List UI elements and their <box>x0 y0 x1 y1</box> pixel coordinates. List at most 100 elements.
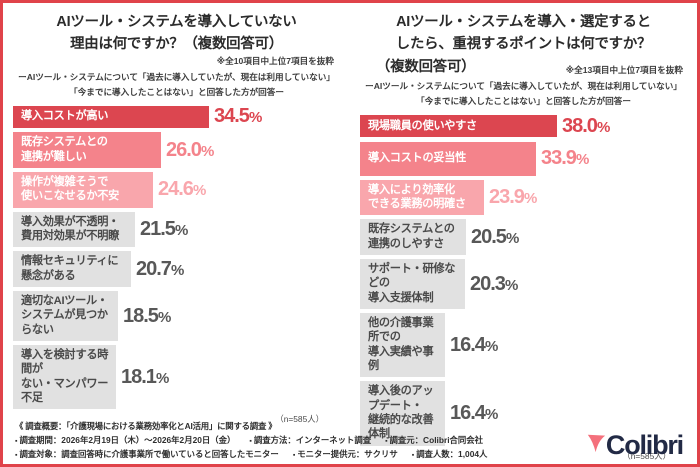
bar-label-line1: 導入により効率化 <box>368 183 455 196</box>
survey-target: 調査対象：調査回答時に介護事業所で働いていると回答したモニター <box>15 448 278 462</box>
bar-row: 既存システムとの 連携のしやすさ 20.5% <box>360 219 687 256</box>
right-sample-row: （n=585人） <box>360 450 687 464</box>
bar-value: 26.0% <box>166 138 214 161</box>
bar-segment: 既存システムとの 連携が難しい <box>13 132 161 169</box>
bar-row: 既存システムとの 連携が難しい 26.0% <box>13 132 340 169</box>
panel-reasons-not-adopting: AIツール・システムを導入していない 理由は何ですか？（複数回答可） ※全10項… <box>3 11 350 464</box>
bar-segment: 導入コストの妥当性 <box>360 141 536 176</box>
bar-label-line1: 導入後のアップデート・ <box>368 385 434 412</box>
bar-segment: 導入後のアップデート・ 継続的な改善体制 <box>360 381 445 446</box>
survey-line-1: 調査期間：2026年2月19日（木）〜2026年2月20日（金） 調査方法：イン… <box>15 434 487 448</box>
bar-row: 導入効果が不透明・ 費用対効果が不明瞭 21.5% <box>13 211 340 248</box>
bar-label-line1: 導入を検討する時間が <box>21 349 109 376</box>
left-subnote-line2: 「今までに導入したことはない」と回答した方が回答ー <box>69 86 284 97</box>
bar-value: 21.5% <box>140 218 188 241</box>
bar-label-line1: 導入効果が不透明・ <box>21 215 119 228</box>
left-title-line2: 理由は何ですか？（複数回答可） <box>70 36 283 53</box>
bar-label-line2: 使いこなせるか不安 <box>21 190 119 203</box>
bar-row: 操作が複雑そうで 使いこなせるか不安 24.6% <box>13 172 340 208</box>
survey-count: 調査人数：1,004人 <box>412 448 487 462</box>
bar-segment: 他の介護事業所での 導入実績や事例 <box>360 313 445 378</box>
bar-segment: 導入を検討する時間が ない・マンパワー不足 <box>13 345 116 410</box>
bar-row: 導入コストの妥当性 33.9% <box>360 141 687 176</box>
bar-value: 24.6% <box>158 178 206 201</box>
bar-label-line2: 連携のしやすさ <box>368 237 445 250</box>
logo-wordmark: Colibri <box>605 430 684 460</box>
bar-row: 情報セキュリティに 懸念がある 20.7% <box>13 251 340 288</box>
bar-value: 20.5% <box>471 225 519 248</box>
bar-value: 18.5% <box>123 304 171 327</box>
left-sample-row: （n=585人） <box>13 413 340 427</box>
bar-label-line1: 既存システムとの <box>368 223 455 236</box>
bar-value: 34.5% <box>214 105 262 128</box>
bar-label-line2: 導入実績や事例 <box>368 345 434 373</box>
right-bar-chart: 現場職員の使いやすさ 38.0% 導入コストの妥当性 33.9% 導入により効率… <box>360 115 687 446</box>
bar-row: 適切なAIツール・ システムが見つからない 18.5% <box>13 291 340 342</box>
bar-segment: サポート・研修などの 導入支援体制 <box>360 259 465 310</box>
bar-label-line2: システムが見つからない <box>21 309 108 336</box>
right-subnote-line1: ーAIツール・システムについて「過去に導入していたが、現在は利用していない」 <box>365 80 682 91</box>
survey-caption: 《 調査概要：「介護現場における業務効率化とAI活用」に関する調査 》 <box>15 421 277 432</box>
right-title-line3: （複数回答可） <box>376 58 476 75</box>
bar-label-line1: 情報セキュリティに <box>21 255 119 268</box>
bar-segment: 既存システムとの 連携のしやすさ <box>360 219 466 256</box>
bar-segment: 情報セキュリティに 懸念がある <box>13 251 131 288</box>
bar-value: 33.9% <box>541 147 589 170</box>
bar-label-line1: 適切なAIツール・ <box>21 295 108 308</box>
survey-footer: 《 調査概要：「介護現場における業務効率化とAI活用」に関する調査 》 調査期間… <box>3 420 697 462</box>
bar-value: 38.0% <box>562 114 610 137</box>
bar-segment: 操作が複雑そうで 使いこなせるか不安 <box>13 172 153 208</box>
bar-label-line1: サポート・研修などの <box>368 263 456 290</box>
survey-line-2: 調査対象：調査回答時に介護事業所で働いていると回答したモニター モニター提供元：… <box>15 448 487 462</box>
bar-label-line2: 連携が難しい <box>21 150 87 163</box>
left-subnote-line1: ーAIツール・システムについて「過去に導入していたが、現在は利用していない」 <box>18 71 335 82</box>
bar-label-line2: 導入支援体制 <box>368 291 434 304</box>
right-title-line1: AIツール・システムを導入・選定すると <box>396 14 651 30</box>
bar-label-line2: 懸念がある <box>21 269 76 282</box>
bar-segment: 現場職員の使いやすさ <box>360 115 557 138</box>
hummingbird-icon <box>587 434 606 452</box>
survey-overview: 《 調査概要：「介護現場における業務効率化とAI活用」に関する調査 》 調査期間… <box>15 420 487 462</box>
bar-value: 20.3% <box>470 272 518 295</box>
bar-row: サポート・研修などの 導入支援体制 20.3% <box>360 259 687 310</box>
bar-row: 導入を検討する時間が ない・マンパワー不足 18.1% <box>13 345 340 410</box>
bar-label-line1: 既存システムとの <box>21 136 108 149</box>
bar-label-line2: 費用対効果が不明瞭 <box>21 230 119 243</box>
right-title-block: AIツール・システムを導入・選定すると したら、重視するポイントは何ですか？ （… <box>360 11 687 78</box>
bar-value: 18.1% <box>121 365 169 388</box>
right-title-line2: したら、重視するポイントは何ですか？ <box>395 36 652 53</box>
bar-segment: 適切なAIツール・ システムが見つからない <box>13 291 118 342</box>
left-note-row: ※全10項目中上位7項目を抜粋 <box>13 56 340 69</box>
bar-segment: 導入コストが高い <box>13 105 209 128</box>
bar-row: 導入により効率化 できる業務の明確さ 23.9% <box>360 179 687 216</box>
bar-value: 23.9% <box>489 186 537 209</box>
bar-label-line1: 操作が複雑そうで <box>21 176 109 189</box>
survey-provider: モニター提供元：サクリサ <box>293 448 398 462</box>
bar-row: 導入コストが高い 34.5% <box>13 105 340 128</box>
bar-segment: 導入により効率化 できる業務の明確さ <box>360 179 484 216</box>
sample-size-label: （n=585人） <box>275 414 324 425</box>
bar-label-line1: 他の介護事業所での <box>368 317 434 344</box>
sample-size-label: （n=585人） <box>622 450 671 461</box>
bar-value: 20.7% <box>136 257 184 280</box>
left-title-line1: AIツール・システムを導入していない <box>56 14 297 30</box>
right-extract-note: ※全13項目中上位7項目を抜粋 <box>565 64 683 75</box>
panel-important-points: AIツール・システムを導入・選定すると したら、重視するポイントは何ですか？ （… <box>350 11 697 464</box>
survey-method: 調査方法：インターネット調査 <box>249 434 371 448</box>
left-title-block: AIツール・システムを導入していない 理由は何ですか？（複数回答可） <box>13 11 340 56</box>
left-bar-chart: 導入コストが高い 34.5% 既存システムとの 連携が難しい 26.0% <box>13 105 340 410</box>
bar-label-line2: できる業務の明確さ <box>368 198 466 211</box>
bar-label-line1: 現場職員の使いやすさ <box>368 119 477 132</box>
colibri-logo: Colibri <box>586 430 684 462</box>
bar-label-line2: ない・マンパワー不足 <box>21 377 109 405</box>
bar-value: 16.4% <box>450 402 498 425</box>
survey-period: 調査期間：2026年2月19日（木）〜2026年2月20日（金） <box>15 434 235 448</box>
left-extract-note: ※全10項目中上位7項目を抜粋 <box>216 55 334 66</box>
bar-row: 他の介護事業所での 導入実績や事例 16.4% <box>360 313 687 378</box>
bar-segment: 導入効果が不透明・ 費用対効果が不明瞭 <box>13 211 135 248</box>
bar-label-line1: 導入コストの妥当性 <box>368 152 466 165</box>
bar-value: 16.4% <box>450 333 498 356</box>
right-subnote-line2: 「今までに導入したことはない」と回答した方が回答ー <box>416 95 631 106</box>
bar-row: 導入後のアップデート・ 継続的な改善体制 16.4% <box>360 381 687 446</box>
panels-container: AIツール・システムを導入していない 理由は何ですか？（複数回答可） ※全10項… <box>3 3 697 464</box>
